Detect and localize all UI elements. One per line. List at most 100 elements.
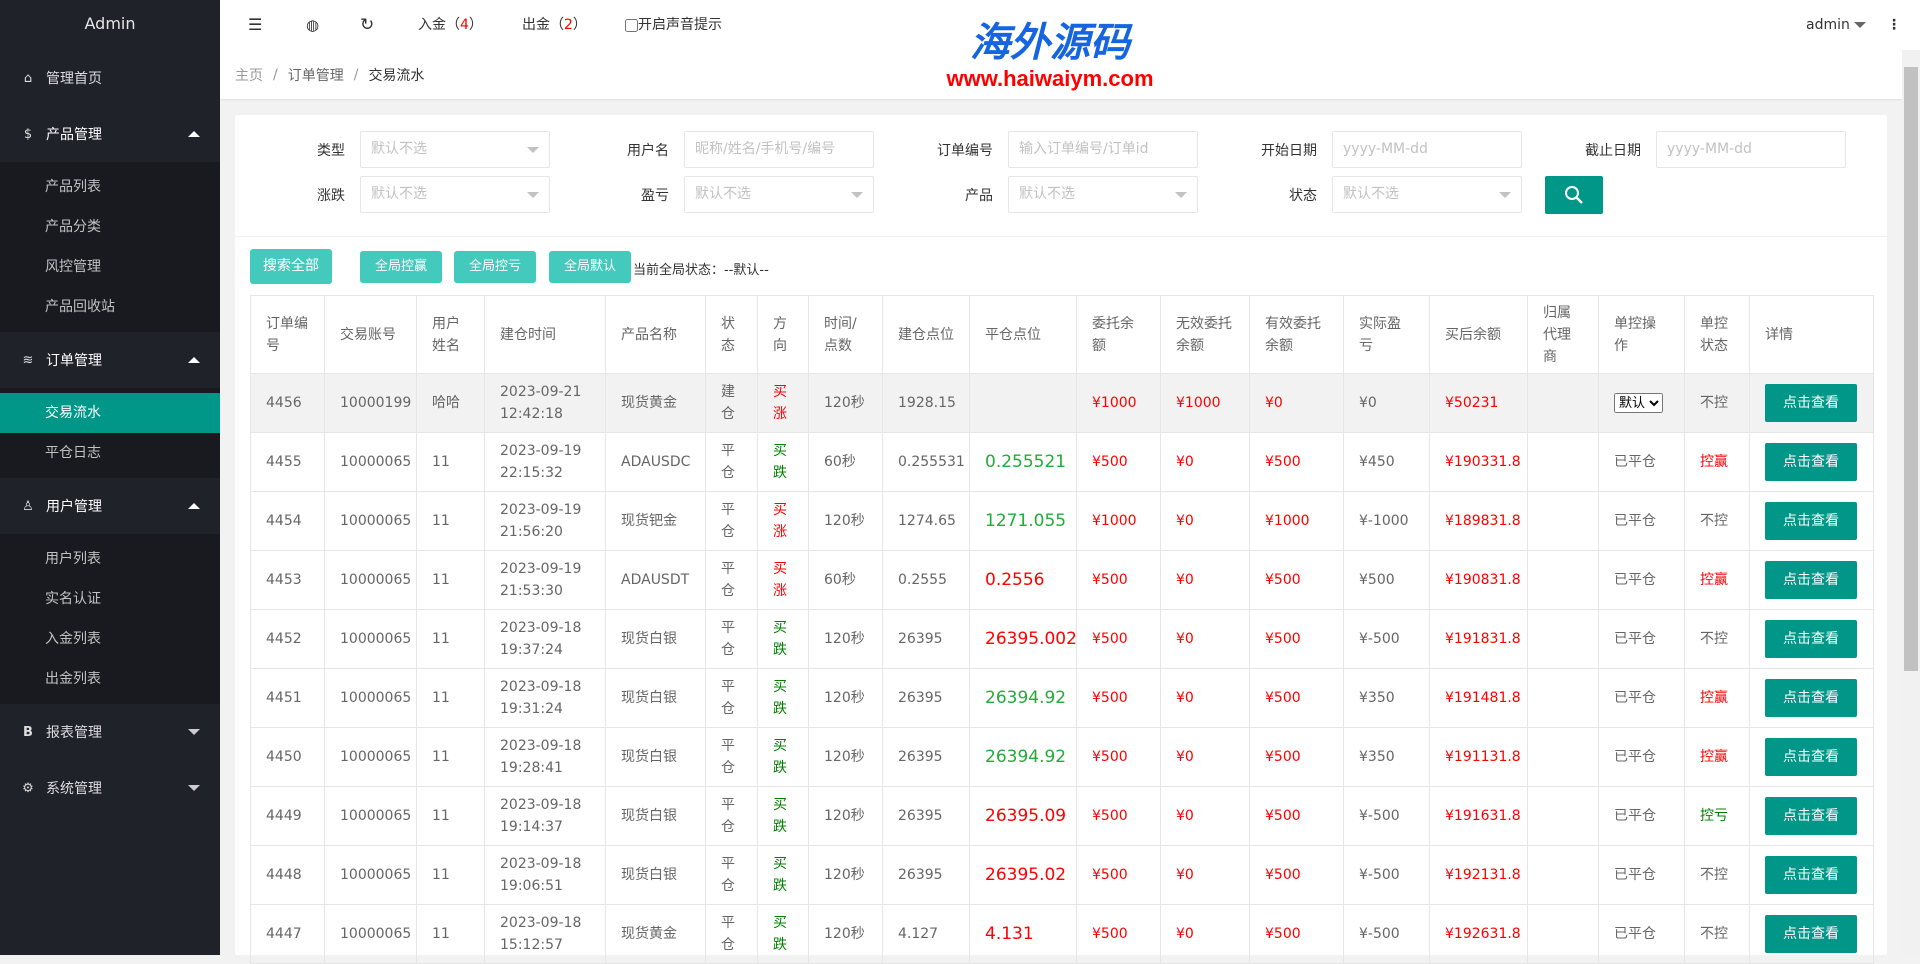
- balance-after: ¥191831.8: [1429, 609, 1528, 669]
- view-detail-button[interactable]: 点击查看: [1765, 620, 1857, 658]
- global-control-loss-button[interactable]: 全局控亏: [454, 251, 536, 283]
- submenu-orders: 交易流水 平仓日志: [0, 388, 220, 478]
- sidebar-item-risk-control[interactable]: 风控管理: [45, 259, 101, 275]
- user-name: 11: [416, 432, 485, 492]
- sidebar-item-verification[interactable]: 实名认证: [45, 591, 101, 607]
- search-all-button[interactable]: 搜索全部: [250, 249, 332, 284]
- status: 建仓: [705, 373, 758, 433]
- filter-input[interactable]: yyyy-MM-dd: [1332, 131, 1522, 168]
- placeholder: 默认不选: [1343, 186, 1399, 202]
- control-operation: 已平仓: [1598, 727, 1685, 787]
- duration: 120秒: [808, 845, 883, 905]
- deposit-link[interactable]: 入金（4）: [418, 0, 483, 50]
- view-detail-button[interactable]: 点击查看: [1765, 797, 1857, 835]
- view-detail-button[interactable]: 点击查看: [1765, 443, 1857, 481]
- control-select[interactable]: 默认: [1614, 392, 1663, 413]
- table-row: 4449 10000065 11 2023-09-18 19:14:37 现货白银…: [250, 786, 1874, 846]
- user-name: 11: [416, 609, 485, 669]
- menu-toggle-icon[interactable]: ☰: [248, 15, 263, 34]
- user-menu[interactable]: admin: [1806, 0, 1867, 50]
- control-op: 已平仓: [1614, 749, 1656, 765]
- column-header: 平仓点位: [969, 295, 1077, 374]
- filter-select[interactable]: 默认不选: [684, 176, 874, 213]
- sidebar-group-label: 产品管理: [46, 127, 102, 143]
- view-detail-button[interactable]: 点击查看: [1765, 738, 1857, 776]
- view-detail-button[interactable]: 点击查看: [1765, 915, 1857, 953]
- filter-select[interactable]: 默认不选: [360, 131, 550, 168]
- view-detail-button[interactable]: 点击查看: [1765, 502, 1857, 540]
- sidebar-item-product-category[interactable]: 产品分类: [45, 219, 101, 235]
- detail: 点击查看: [1749, 609, 1874, 669]
- open-price: 1928.15: [882, 373, 970, 433]
- search-button[interactable]: [1545, 176, 1603, 214]
- user-name: 11: [416, 550, 485, 610]
- scrollbar[interactable]: [1902, 50, 1920, 955]
- filter-filters-row1-1: 用户名 昵称/姓名/手机号/编号: [559, 131, 874, 168]
- order-date: 2023-09-19: [500, 443, 582, 459]
- global-default-button[interactable]: 全局默认: [549, 251, 631, 283]
- direction: 买涨: [757, 491, 809, 551]
- breadcrumb-orders[interactable]: 订单管理: [287, 67, 344, 84]
- filter-filters-row1-2: 订单编号 输入订单编号/订单id: [883, 131, 1198, 168]
- sidebar-item-withdrawals[interactable]: 出金列表: [45, 671, 101, 687]
- close-price: 26395.02: [969, 845, 1077, 905]
- order-time: 2023-09-19 21:53:30: [484, 550, 606, 610]
- sound-checkbox[interactable]: [625, 18, 638, 32]
- order-id: 4453: [250, 550, 325, 610]
- sound-toggle[interactable]: 开启声音提示: [625, 0, 722, 50]
- filter-select[interactable]: 默认不选: [1332, 176, 1522, 213]
- sidebar-group-products[interactable]: $ 产品管理: [0, 106, 220, 162]
- global-control-win-button[interactable]: 全局控赢: [360, 251, 442, 283]
- refresh-icon[interactable]: ↻: [360, 15, 375, 35]
- view-detail-button[interactable]: 点击查看: [1765, 679, 1857, 717]
- close-price: 26394.92: [969, 727, 1077, 787]
- status: 平仓: [705, 550, 758, 610]
- globe-icon[interactable]: ◍: [306, 16, 320, 34]
- filter-input[interactable]: 昵称/姓名/手机号/编号: [684, 131, 874, 168]
- view-detail-button[interactable]: 点击查看: [1765, 561, 1857, 599]
- sidebar-group-reports[interactable]: B 报表管理: [0, 704, 220, 760]
- filter-input[interactable]: 输入订单编号/订单id: [1008, 131, 1198, 168]
- sidebar-item-user-list[interactable]: 用户列表: [45, 551, 101, 567]
- breadcrumb-separator: /: [273, 66, 278, 83]
- control-operation: 已平仓: [1598, 668, 1685, 728]
- sidebar-item-home[interactable]: ⌂ 管理首页: [0, 50, 220, 106]
- breadcrumb-home[interactable]: 主页: [235, 67, 263, 84]
- control-op: 已平仓: [1614, 690, 1656, 706]
- view-detail-button[interactable]: 点击查看: [1765, 856, 1857, 894]
- scrollbar-thumb[interactable]: [1904, 67, 1918, 671]
- order-date: 2023-09-19: [500, 561, 582, 577]
- filter-select[interactable]: 默认不选: [360, 176, 550, 213]
- withdraw-link[interactable]: 出金（2）: [522, 0, 587, 50]
- table-row: 4452 10000065 11 2023-09-18 19:37:24 现货白银…: [250, 609, 1874, 669]
- sidebar-item-product-list[interactable]: 产品列表: [45, 179, 101, 195]
- sidebar-group-orders[interactable]: ≋ 订单管理: [0, 332, 220, 388]
- placeholder: yyyy-MM-dd: [1343, 141, 1428, 157]
- more-vertical-icon[interactable]: ⋮: [1887, 17, 1901, 33]
- filter-select[interactable]: 默认不选: [1008, 176, 1198, 213]
- control-operation: 默认: [1598, 373, 1685, 433]
- account: 10000065: [324, 786, 417, 846]
- sidebar-item-close-log[interactable]: 平仓日志: [45, 445, 101, 461]
- sidebar-item-transactions[interactable]: 交易流水: [0, 393, 220, 433]
- sidebar-item-deposits[interactable]: 入金列表: [45, 631, 101, 647]
- direction: 买跌: [757, 609, 809, 669]
- caret-down-icon: [527, 147, 539, 153]
- valid-entrust: ¥1000: [1249, 491, 1344, 551]
- sidebar-item-recycle-bin[interactable]: 产品回收站: [45, 299, 115, 315]
- column-header: 状态: [705, 295, 758, 374]
- actual-pnl: ¥-500: [1343, 845, 1430, 905]
- order-id: 4454: [250, 491, 325, 551]
- filter-input[interactable]: yyyy-MM-dd: [1656, 131, 1846, 168]
- view-detail-button[interactable]: 点击查看: [1765, 384, 1857, 422]
- paren: ）: [572, 17, 587, 33]
- actual-pnl: ¥-1000: [1343, 491, 1430, 551]
- control-status: 不控: [1684, 491, 1750, 551]
- sidebar-group-system[interactable]: ⚙ 系统管理: [0, 760, 220, 816]
- detail: 点击查看: [1749, 786, 1874, 846]
- sidebar-group-users[interactable]: ♙ 用户管理: [0, 478, 220, 534]
- duration: 120秒: [808, 727, 883, 787]
- invalid-entrust: ¥0: [1160, 491, 1250, 551]
- sidebar: Admin ⌂ 管理首页 $ 产品管理 产品列表 产品分类 风控管理 产品回收站…: [0, 0, 220, 955]
- product: ADAUSDC: [605, 432, 706, 492]
